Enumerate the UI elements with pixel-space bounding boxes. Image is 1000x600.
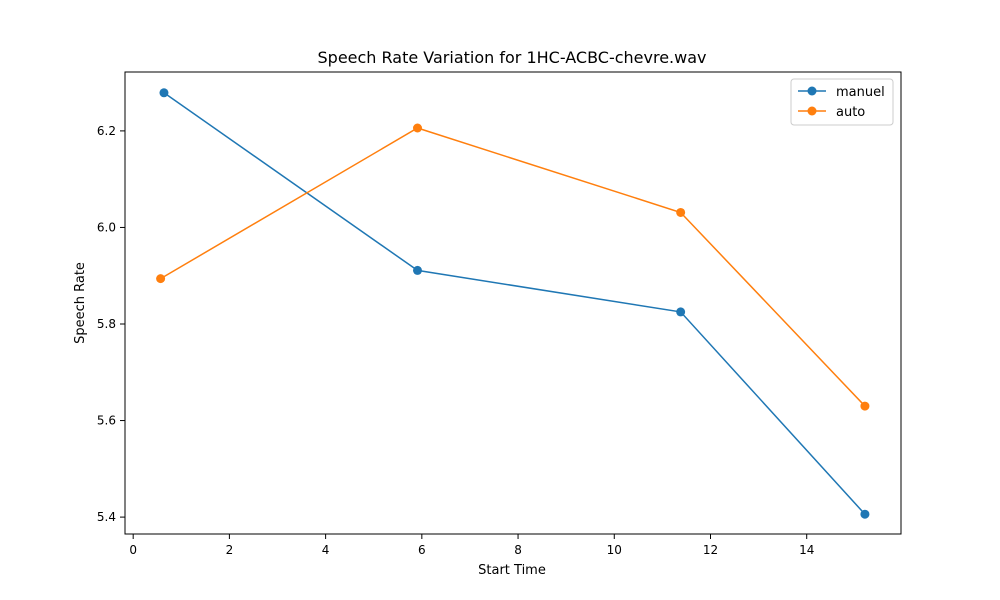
legend-marker-manuel xyxy=(807,86,817,96)
x-tick-label: 6 xyxy=(418,543,426,557)
data-point-auto xyxy=(860,401,870,411)
legend-marker-auto xyxy=(807,106,817,116)
y-axis-label: Speech Rate xyxy=(73,262,88,344)
plot-area xyxy=(124,71,902,535)
x-tick-label: 8 xyxy=(514,543,522,557)
series-auto xyxy=(156,123,870,411)
series-line-auto xyxy=(160,127,866,407)
legend: manuel auto xyxy=(790,78,894,126)
y-tick-label: 6.2 xyxy=(97,124,116,138)
legend-label-auto: auto xyxy=(836,105,865,120)
series-manuel xyxy=(159,88,870,519)
chart-title: Speech Rate Variation for 1HC-ACBC-chevr… xyxy=(318,48,707,67)
y-tick-label: 5.6 xyxy=(97,414,116,428)
x-axis: 0 2 4 6 8 10 12 14 xyxy=(129,534,814,557)
data-point-auto xyxy=(676,207,686,217)
data-point-manuel xyxy=(676,307,686,317)
y-axis: 5.4 5.6 5.8 6.0 6.2 xyxy=(97,124,125,524)
x-axis-label: Start Time xyxy=(478,563,546,578)
x-tick-label: 0 xyxy=(129,543,137,557)
y-tick-label: 6.0 xyxy=(97,220,116,234)
x-tick-label: 12 xyxy=(703,543,718,557)
data-point-manuel xyxy=(860,509,870,519)
x-tick-label: 4 xyxy=(322,543,330,557)
y-tick-label: 5.8 xyxy=(97,317,116,331)
y-tick-label: 5.4 xyxy=(97,510,116,524)
x-tick-label: 2 xyxy=(226,543,234,557)
x-tick-label: 14 xyxy=(799,543,814,557)
series-line-manuel xyxy=(163,92,866,515)
data-point-manuel xyxy=(159,88,169,98)
data-point-manuel xyxy=(413,265,423,275)
legend-label-manuel: manuel xyxy=(836,85,885,100)
series-layer xyxy=(156,88,870,519)
data-point-auto xyxy=(413,123,423,133)
data-point-auto xyxy=(156,274,166,284)
x-tick-label: 10 xyxy=(607,543,622,557)
